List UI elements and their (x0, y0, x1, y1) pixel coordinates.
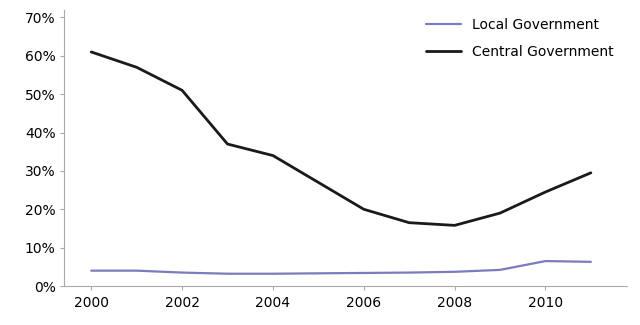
Line: Central Government: Central Government (92, 52, 591, 225)
Local Government (133, 269, 141, 273)
Local Government (496, 268, 504, 272)
Local Government (541, 259, 549, 263)
Central Government (133, 65, 141, 69)
Central Government (405, 221, 413, 225)
Local Government (451, 270, 458, 274)
Local Government (405, 271, 413, 275)
Central Government (587, 171, 595, 175)
Central Government (314, 180, 322, 184)
Central Government (496, 211, 504, 215)
Central Government (223, 142, 231, 146)
Local Government (269, 272, 276, 276)
Local Government (360, 271, 367, 275)
Local Government (88, 269, 95, 273)
Local Government (587, 260, 595, 264)
Local Government (223, 272, 231, 276)
Local Government (179, 271, 186, 275)
Central Government (541, 190, 549, 194)
Line: Local Government: Local Government (92, 261, 591, 274)
Local Government (314, 271, 322, 275)
Central Government (360, 207, 367, 211)
Central Government (88, 50, 95, 54)
Central Government (179, 88, 186, 92)
Legend: Local Government, Central Government: Local Government, Central Government (419, 11, 620, 66)
Central Government (451, 223, 458, 227)
Central Government (269, 154, 276, 158)
